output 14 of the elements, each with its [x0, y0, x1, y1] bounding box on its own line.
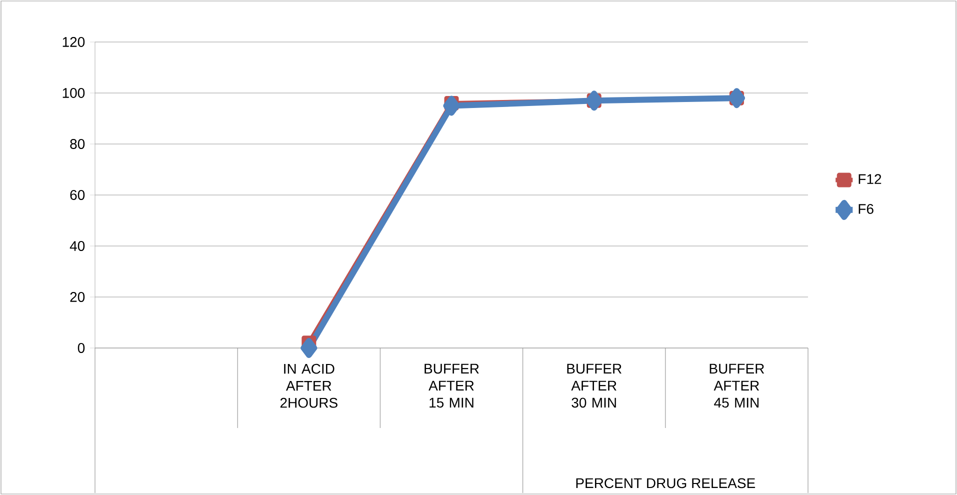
y-tick-label: 80: [70, 139, 85, 149]
legend-label: F6: [858, 204, 874, 214]
y-tick-label: 40: [70, 241, 85, 251]
x-tick-label: BUFFER AFTER 30 MIN: [567, 364, 622, 408]
x-tick-label: IN ACID AFTER 2HOURS: [280, 364, 338, 408]
y-tick-label: 60: [70, 190, 85, 200]
text: PERCENT DRUG RELEASE: [576, 478, 756, 488]
y-tick-label: 0: [78, 343, 85, 353]
y-tick-label: 20: [70, 292, 85, 302]
y-tick-label: 100: [62, 88, 85, 98]
x-tick-label: BUFFER AFTER 15 MIN: [424, 364, 479, 408]
y-tick-label: 120: [62, 37, 85, 47]
x-tick-label: BUFFER AFTER 45 MIN: [710, 364, 764, 408]
legend-label: F12: [858, 174, 882, 184]
